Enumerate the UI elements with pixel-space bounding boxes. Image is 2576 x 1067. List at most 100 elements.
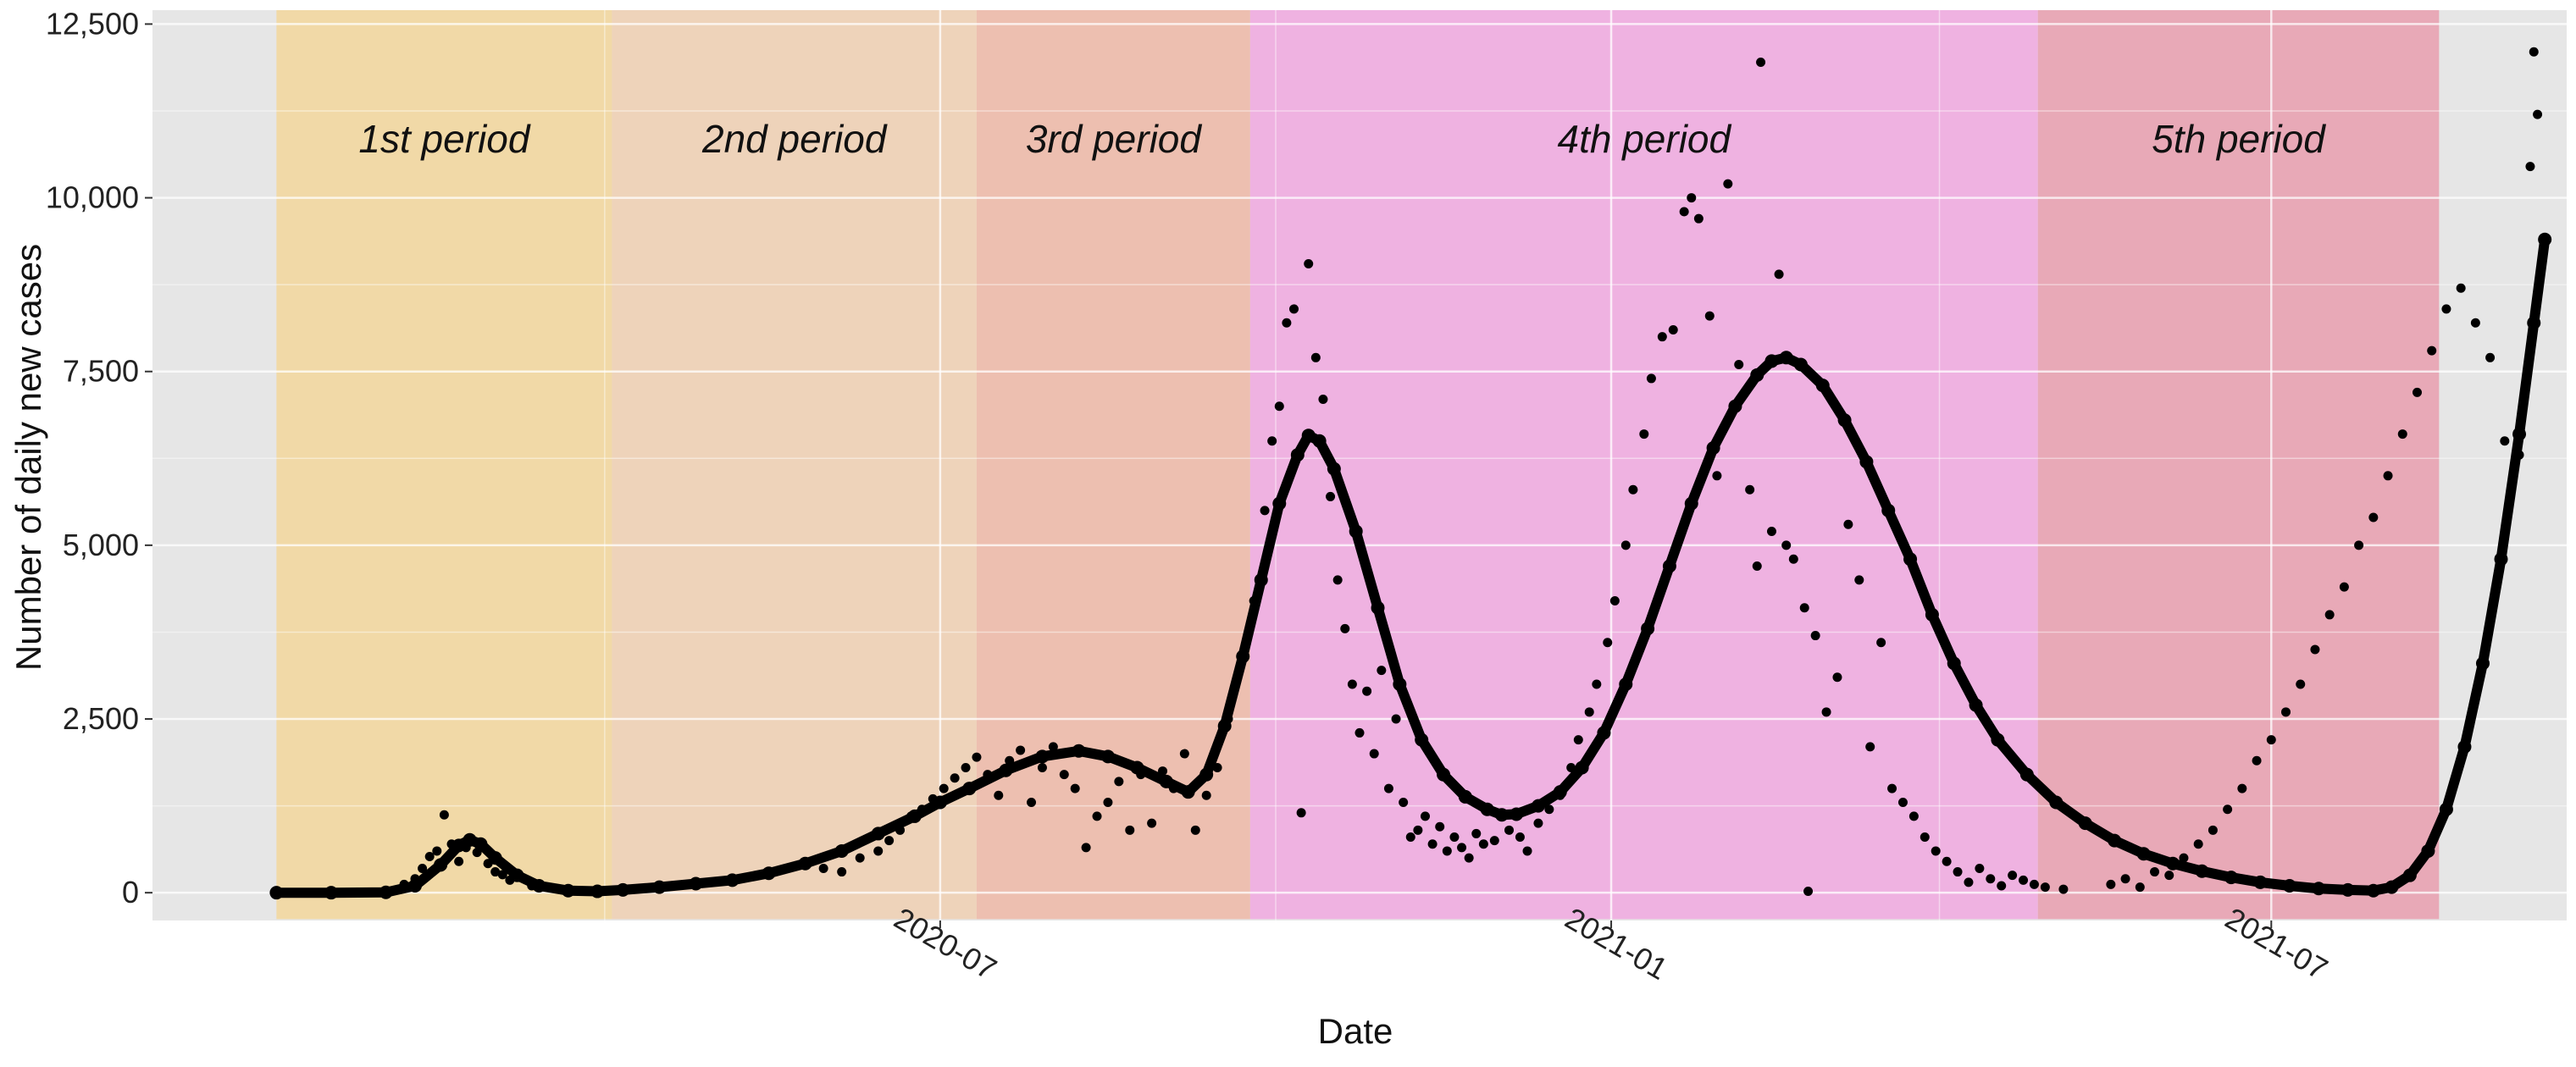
observed-point <box>1478 839 1488 849</box>
trend-point <box>2078 816 2092 831</box>
trend-point <box>1290 448 1305 462</box>
observed-point <box>410 874 420 884</box>
trend-point <box>1947 656 1961 671</box>
observed-point <box>497 870 507 880</box>
observed-point <box>2485 352 2496 362</box>
trend-point <box>1684 496 1698 511</box>
observed-point <box>2368 512 2379 522</box>
trend-point <box>2494 552 2508 567</box>
trend-point <box>1458 789 1472 804</box>
trend-point <box>1764 354 1779 368</box>
trend-point <box>1815 379 1830 393</box>
observed-point <box>1391 714 1401 724</box>
observed-point <box>1147 818 1157 828</box>
trend-point <box>1575 760 1589 775</box>
trend-point <box>1597 726 1611 740</box>
observed-point <box>1657 332 1667 342</box>
observed-point <box>1920 832 1930 843</box>
trend-point <box>2421 843 2435 858</box>
trend-point <box>798 856 812 871</box>
trend-point <box>1181 785 1195 799</box>
trend-point <box>834 843 849 858</box>
trend-point <box>1393 677 1407 691</box>
observed-point <box>1223 714 1233 724</box>
trend-point <box>762 866 776 881</box>
trend-point <box>1903 552 1918 567</box>
observed-point <box>2456 283 2466 293</box>
observed-point <box>1340 623 1350 633</box>
trend-point <box>2019 767 2034 782</box>
observed-point <box>1781 540 1792 550</box>
observed-point <box>2008 871 2018 881</box>
observed-point <box>1897 797 1908 807</box>
period-band-4 <box>1249 10 2038 920</box>
observed-point <box>1745 484 1755 495</box>
period-band-5 <box>2037 10 2440 920</box>
observed-point <box>1048 742 1058 752</box>
trend-point <box>1254 572 1268 587</box>
observed-point <box>1533 818 1543 828</box>
observed-point <box>1103 797 1113 807</box>
observed-point <box>1522 846 1532 856</box>
observed-point <box>2019 875 2029 885</box>
observed-point <box>1668 324 1678 334</box>
trend-point <box>1779 351 1793 365</box>
observed-point <box>1843 519 1853 529</box>
trend-point <box>871 827 885 841</box>
period-band-2 <box>612 10 977 920</box>
trend-point <box>1859 455 1874 469</box>
observed-point <box>2237 783 2247 793</box>
observed-point <box>1964 877 1974 887</box>
observed-point <box>2525 162 2535 172</box>
trend-point <box>1793 357 1808 372</box>
trend-point <box>2385 880 2399 894</box>
observed-point <box>2427 346 2437 356</box>
trend-point <box>1072 744 1086 758</box>
trend-point <box>1991 733 2005 747</box>
observed-point <box>1566 762 1576 772</box>
trend-point <box>1236 650 1250 664</box>
observed-point <box>461 843 471 853</box>
y-tick-label: 7,500 <box>63 354 139 389</box>
observed-point <box>1704 311 1715 321</box>
observed-point <box>2040 882 2050 893</box>
observed-point <box>1027 797 1037 807</box>
period-label-1: 1st period <box>358 117 530 161</box>
observed-point <box>1114 777 1124 787</box>
observed-point <box>2281 707 2291 717</box>
trend-point <box>1925 607 1939 622</box>
trend-point <box>1100 749 1115 764</box>
observed-point <box>2120 874 2130 884</box>
observed-point <box>1260 506 1270 516</box>
observed-point <box>490 867 501 877</box>
observed-point <box>1766 526 1776 536</box>
observed-point <box>2164 871 2174 881</box>
observed-point <box>1555 790 1565 800</box>
y-tick-label: 12,500 <box>46 6 139 41</box>
observed-point <box>1810 631 1820 641</box>
observed-point <box>1231 679 1241 689</box>
observed-point <box>1975 863 1985 873</box>
trend-point <box>590 884 605 898</box>
trend-point <box>1662 559 1676 573</box>
observed-point <box>1752 561 1762 571</box>
observed-point <box>1405 832 1415 843</box>
observed-point <box>1687 193 1697 203</box>
trend-point <box>1480 802 1494 816</box>
period-label-4: 4th period <box>1557 117 1731 161</box>
trend-point <box>2108 833 2122 848</box>
observed-point <box>1620 540 1631 550</box>
trend-point <box>1494 808 1509 822</box>
observed-point <box>424 852 435 862</box>
observed-point <box>1282 318 1292 328</box>
trend-point <box>725 873 740 887</box>
observed-point <box>2106 879 2116 889</box>
trend-point <box>1969 698 1983 712</box>
observed-point <box>2354 540 2364 550</box>
observed-point <box>1442 846 1452 856</box>
observed-point <box>884 836 895 846</box>
trend-point <box>1437 767 1451 782</box>
observed-point <box>2383 471 2393 481</box>
trend-point <box>1728 399 1742 413</box>
observed-point <box>1354 727 1365 738</box>
